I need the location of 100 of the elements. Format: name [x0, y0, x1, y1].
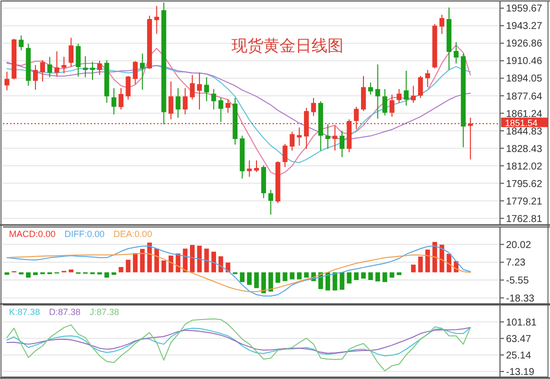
y-tick-label: -18.33	[506, 293, 535, 304]
bar	[304, 272, 309, 278]
y-tick-label: 1812.02	[506, 161, 543, 172]
candlestick	[211, 88, 216, 110]
candlestick	[62, 56, 66, 74]
bar	[204, 248, 209, 272]
candlestick	[197, 72, 202, 110]
y-tick-label: 63.47	[506, 334, 532, 345]
bar	[140, 248, 145, 272]
candlestick	[154, 5, 160, 34]
series-label: DIFF:0.00	[64, 229, 105, 239]
bar	[276, 272, 280, 283]
candlestick	[226, 99, 230, 114]
candlestick	[33, 64, 38, 90]
bar	[211, 252, 216, 272]
bar	[126, 260, 130, 272]
candlestick	[410, 85, 416, 104]
bar	[4, 272, 10, 275]
bar	[261, 272, 266, 294]
candlestick	[82, 56, 88, 78]
candlestick	[404, 70, 409, 106]
candlestick	[439, 14, 444, 34]
candlestick	[382, 88, 388, 116]
candlestick	[76, 43, 81, 78]
bar	[254, 272, 259, 288]
candlestick	[368, 82, 374, 96]
candlestick	[418, 75, 423, 98]
candlestick	[361, 75, 366, 112]
y-tick-label: 1762.81	[506, 214, 543, 225]
candlestick	[132, 60, 138, 85]
candlestick	[190, 74, 195, 100]
bar	[240, 272, 245, 282]
candlestick	[268, 189, 274, 216]
ref-line-label: 1851.54	[505, 118, 538, 128]
bar	[361, 272, 366, 279]
candlestick	[40, 60, 45, 82]
candlestick	[290, 131, 295, 152]
candlestick	[375, 64, 380, 120]
y-tick-label: 101.81	[506, 317, 538, 328]
line-series	[6, 318, 471, 372]
y-tick-label: 1779.21	[506, 196, 543, 208]
bar	[104, 272, 110, 278]
candlestick	[97, 60, 102, 76]
bar	[161, 260, 166, 272]
y-tick-label: 1943.27	[506, 21, 543, 32]
y-tick-label: -13.19	[506, 366, 535, 378]
line-series	[6, 245, 471, 297]
y-tick-label: 1894.05	[506, 74, 543, 85]
bar	[68, 270, 74, 272]
bar	[432, 242, 438, 272]
y-tick-label: 1959.67	[506, 4, 543, 15]
text: MACD:0.00	[9, 229, 56, 239]
candlestick	[168, 80, 174, 120]
y-tick-label: 25.14	[506, 350, 532, 362]
bar	[418, 256, 423, 272]
bar	[296, 272, 302, 280]
bar	[375, 272, 380, 282]
bar	[33, 272, 38, 276]
bar	[282, 272, 288, 282]
candlestick	[118, 88, 124, 110]
bar	[268, 272, 274, 292]
text: K:87.38	[9, 307, 40, 317]
candlestick	[140, 53, 145, 90]
y-tick-label: 1926.86	[506, 38, 543, 50]
y-tick-label: 1877.64	[506, 91, 543, 102]
bar	[368, 272, 373, 280]
bar	[390, 272, 394, 278]
candlestick	[204, 76, 209, 102]
series-label: DEA:0.00	[114, 229, 152, 239]
bar	[26, 272, 31, 278]
candlestick	[311, 97, 316, 117]
bar	[190, 244, 195, 272]
candlestick	[90, 61, 95, 80]
candlestick	[54, 50, 60, 78]
bar	[340, 272, 344, 290]
candlestick	[47, 56, 52, 78]
candlestick	[396, 88, 402, 104]
bar	[112, 272, 116, 275]
bar	[346, 272, 352, 284]
candlestick	[340, 130, 344, 158]
candlestick	[332, 125, 338, 152]
bar	[218, 256, 224, 272]
candlestick	[182, 88, 188, 115]
y-tick-label: 1910.46	[506, 56, 543, 68]
candlestick	[218, 97, 224, 122]
candlestick	[176, 88, 180, 118]
y-tick-label: 1795.62	[506, 178, 543, 190]
candlestick	[111, 88, 116, 115]
bar	[118, 267, 124, 272]
text: D:87.38	[49, 307, 81, 317]
y-tick-label: 7.23	[506, 258, 526, 269]
candlestick	[282, 143, 288, 168]
y-tick-label: 1861.24	[506, 108, 543, 120]
bar	[147, 242, 152, 272]
bar	[440, 244, 444, 272]
candlestick	[425, 69, 430, 88]
bar	[382, 272, 388, 282]
candlestick	[454, 42, 459, 64]
y-tick-label: -5.55	[506, 276, 530, 287]
y-tick-label: 20.02	[506, 240, 532, 251]
